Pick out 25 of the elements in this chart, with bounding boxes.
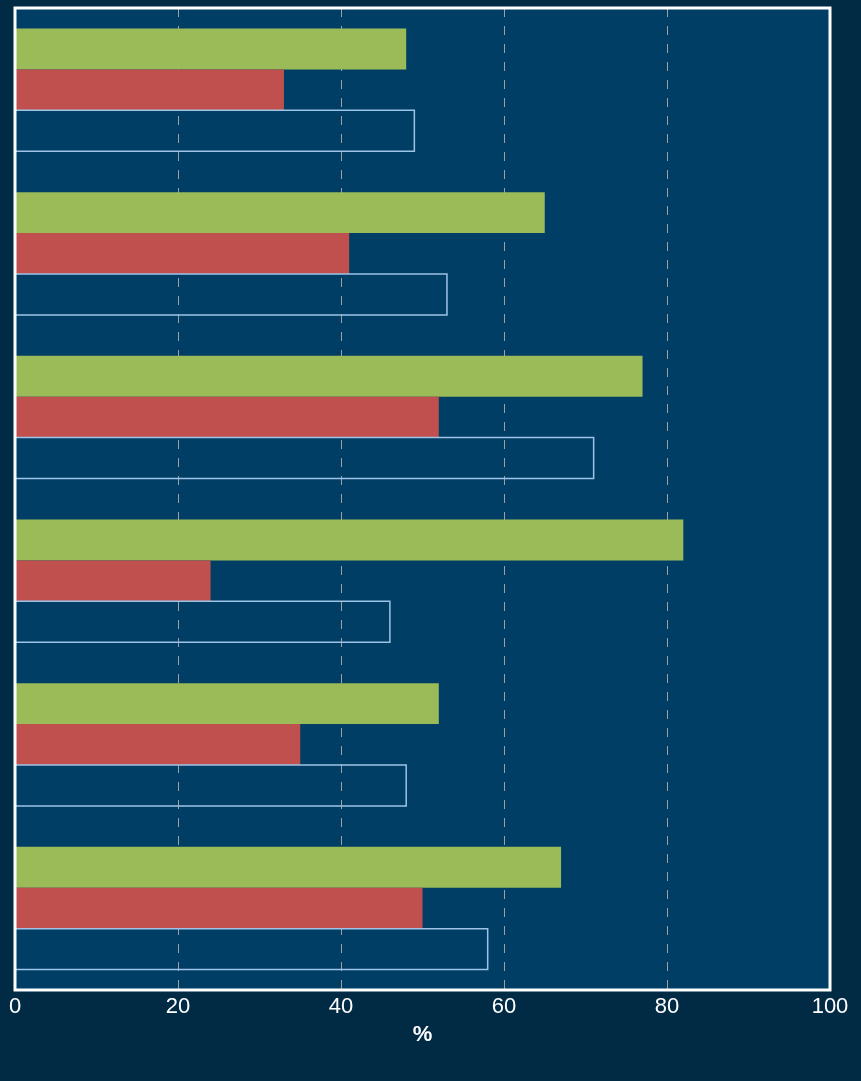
x-tick-label: 40 xyxy=(328,993,354,1018)
bar xyxy=(15,436,595,480)
bar xyxy=(15,273,448,316)
bar xyxy=(15,69,284,111)
bar xyxy=(15,887,423,929)
bar xyxy=(15,846,562,888)
x-tick-label: 20 xyxy=(165,993,191,1018)
bar xyxy=(15,192,545,234)
bar xyxy=(15,396,439,438)
x-tick-label: 0 xyxy=(8,993,22,1018)
bar xyxy=(15,109,416,152)
bar xyxy=(15,724,301,765)
bar xyxy=(15,560,211,602)
x-axis-title: % xyxy=(412,1020,433,1046)
x-tick-label: 100 xyxy=(811,993,849,1018)
bar xyxy=(15,519,684,561)
bar xyxy=(15,927,489,971)
bar xyxy=(15,683,439,725)
x-tick-label: 80 xyxy=(654,993,680,1018)
bar xyxy=(15,600,391,643)
bar xyxy=(15,355,643,397)
x-tick-label: 60 xyxy=(491,993,517,1018)
bar xyxy=(15,764,407,807)
bar xyxy=(15,28,407,70)
bar xyxy=(15,233,350,274)
